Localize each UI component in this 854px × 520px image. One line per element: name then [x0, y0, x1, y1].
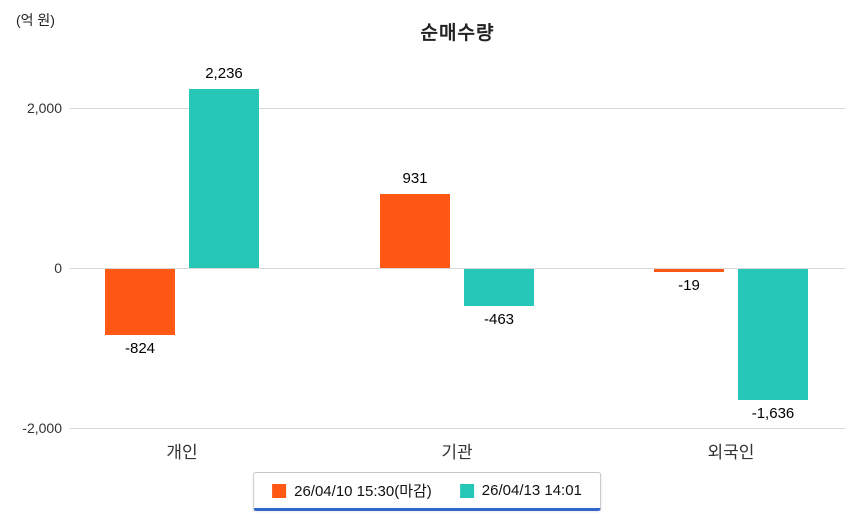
y-tick-label: -2,000 [22, 420, 62, 436]
y-tick-label: 0 [54, 260, 62, 276]
x-category-label: 개인 [166, 443, 198, 462]
bar-value-label: 2,236 [205, 65, 243, 83]
bar [654, 269, 724, 272]
legend-item-series-2[interactable]: 26/04/13 14:01 [459, 482, 582, 499]
bar [464, 269, 534, 307]
y-tick-label: 2,000 [26, 100, 62, 116]
y-axis-unit-label: (억 원) [16, 12, 55, 28]
bar-value-label: -824 [124, 339, 156, 357]
legend-label-series-1: 26/04/10 15:30(마감) [294, 483, 432, 500]
bar [738, 269, 808, 400]
chart-title: 순매수량 [420, 23, 495, 44]
bar-value-label: -463 [483, 311, 515, 329]
gridline [70, 428, 845, 429]
legend: 26/04/10 15:30(마감) 26/04/13 14:01 [253, 472, 601, 511]
bar [105, 269, 175, 335]
bar [189, 89, 259, 268]
gridline [70, 108, 845, 109]
gridline [70, 268, 845, 269]
legend-swatch-series-2-icon [459, 483, 474, 498]
bar-value-label: -1,636 [751, 404, 795, 422]
legend-swatch-series-1-icon [272, 483, 287, 498]
bar-value-label: -19 [678, 277, 700, 294]
bar-value-label: 931 [402, 169, 428, 187]
x-category-label: 외국인 [707, 443, 755, 462]
bar [380, 193, 450, 268]
legend-item-series-1[interactable]: 26/04/10 15:30(마감) [272, 480, 432, 501]
legend-label-series-2: 26/04/13 14:01 [481, 482, 582, 499]
x-category-label: 기관 [441, 443, 473, 462]
